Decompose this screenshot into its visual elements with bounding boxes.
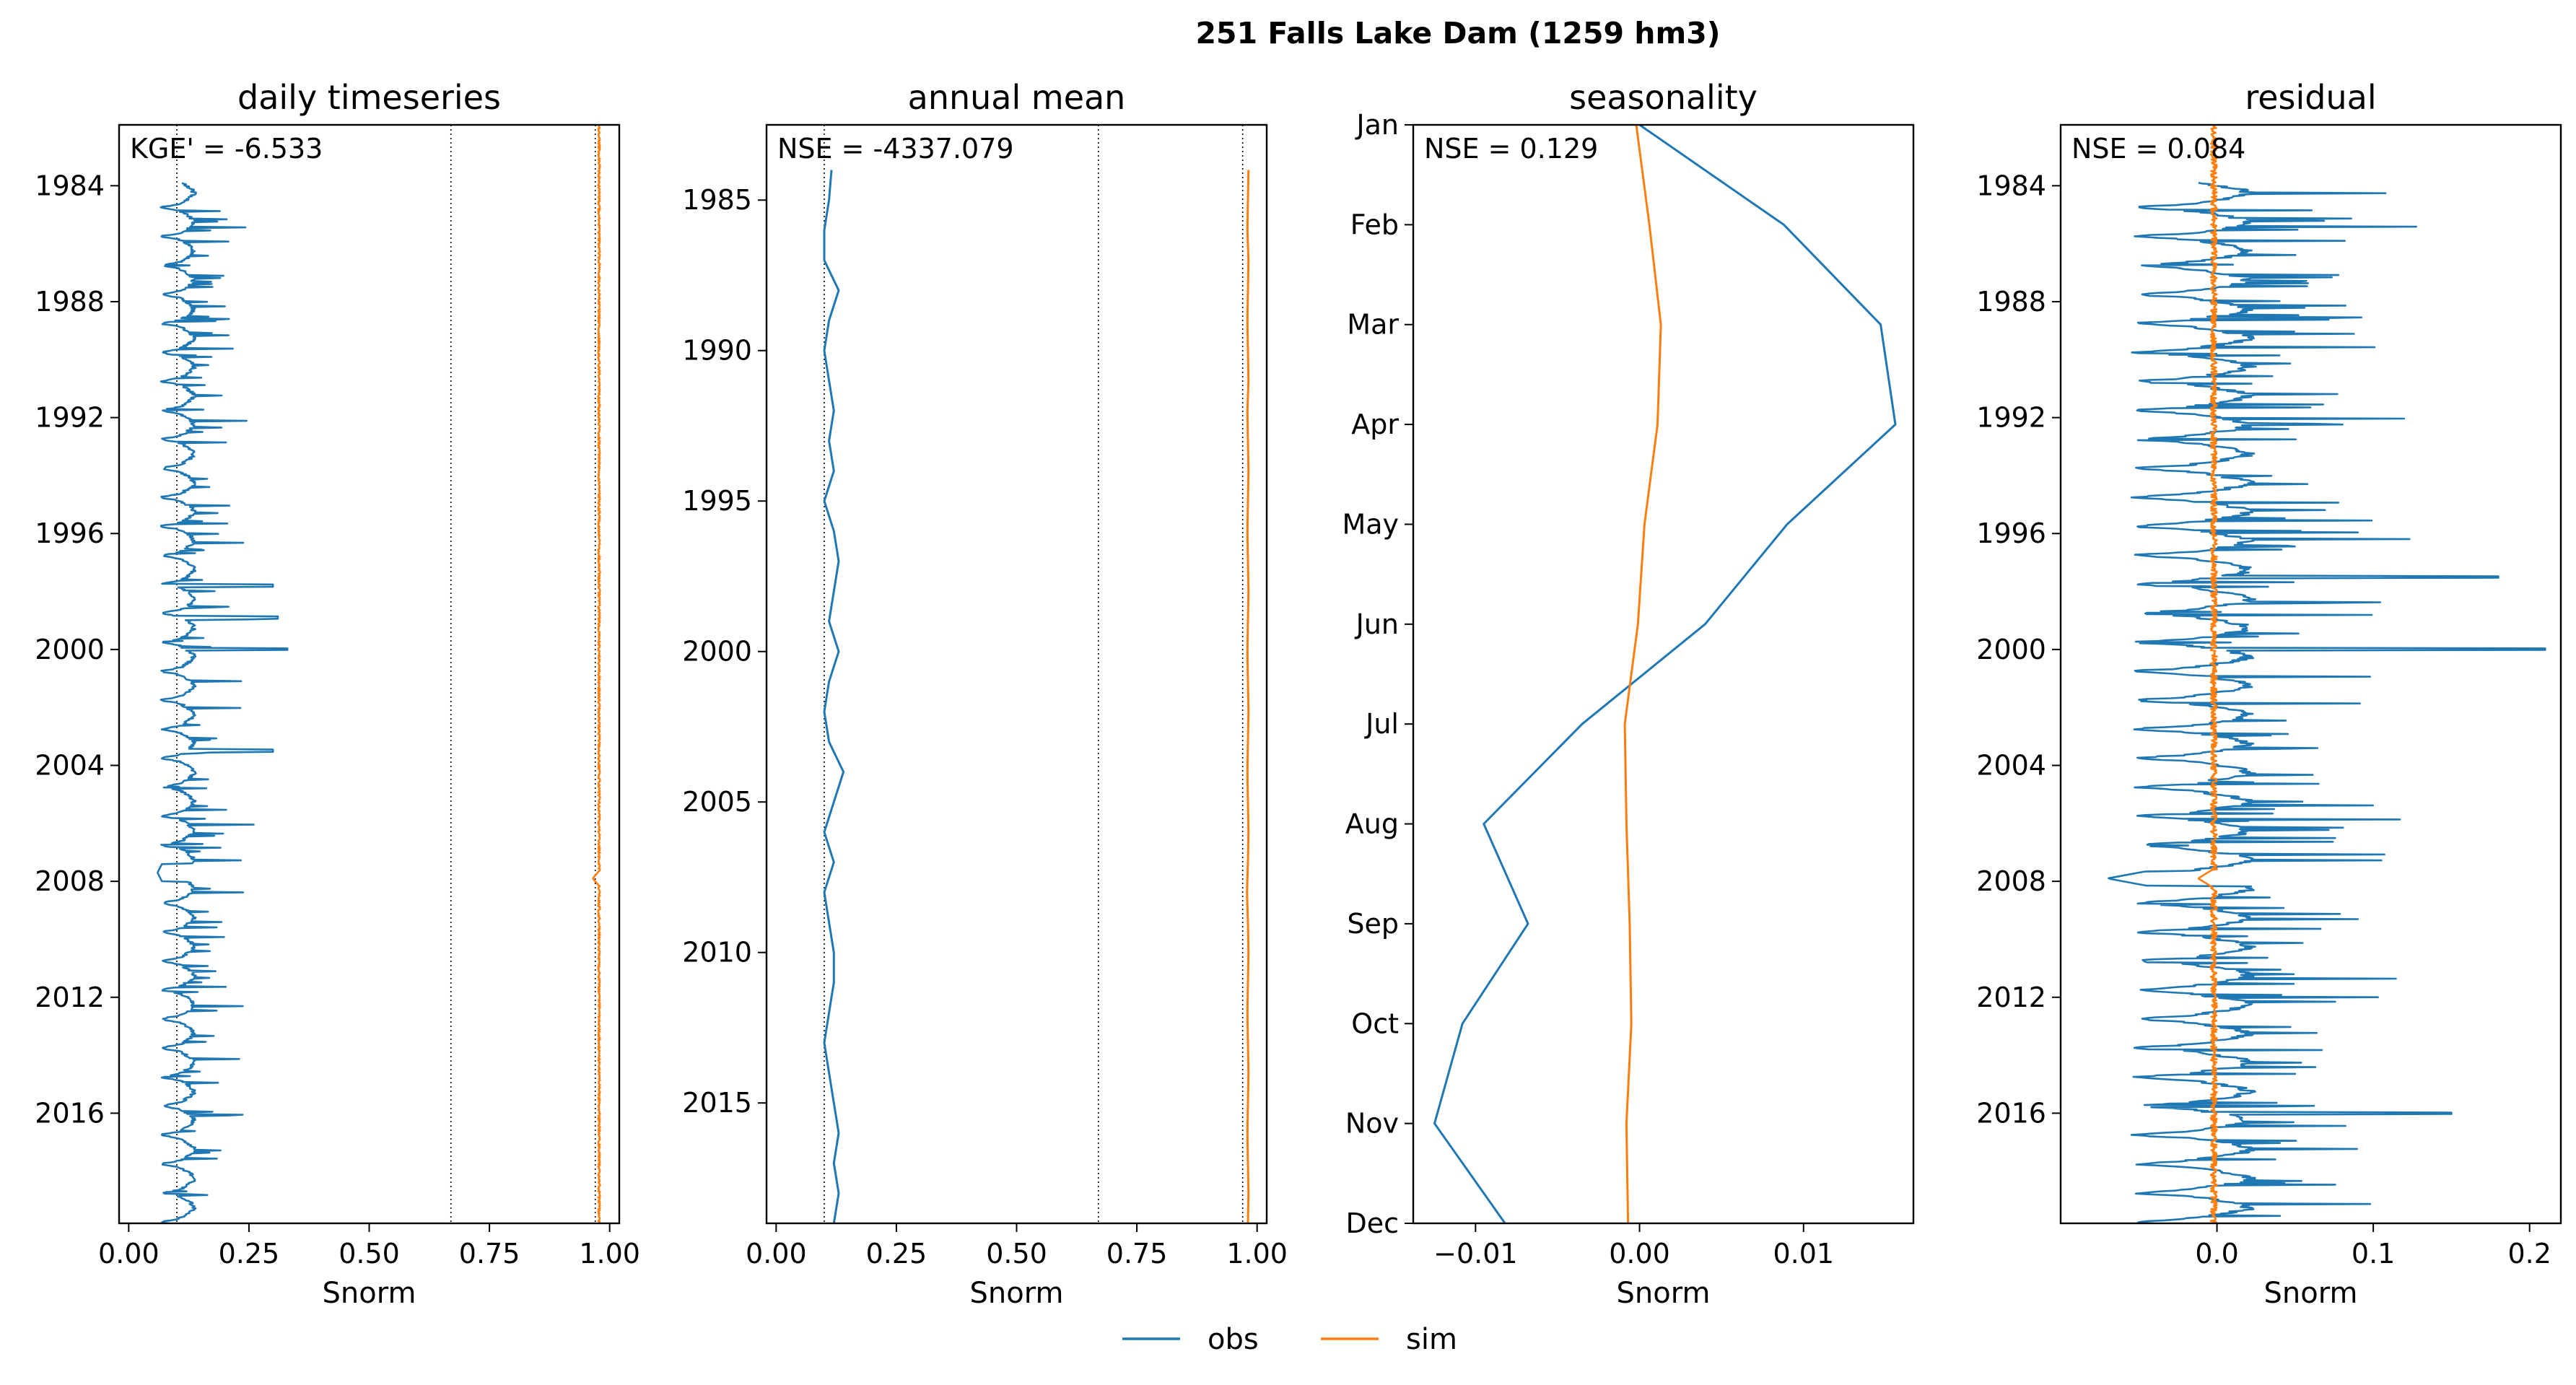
panel-annual: annual mean NSE = -4337.079 0.00 0.25 0.50 0.… — [682, 78, 1288, 1310]
y-tick-label: Sep — [1347, 908, 1399, 940]
y-tick-label: Aug — [1345, 808, 1399, 840]
y-tick-label: Mar — [1347, 309, 1399, 341]
x-tick-label: −0.01 — [1433, 1238, 1517, 1270]
metric-label: KGE' = -6.533 — [130, 133, 323, 165]
y-tick-label: 2004 — [1976, 749, 2046, 781]
panel-title: daily timeseries — [237, 78, 501, 117]
x-tick-label: 0.50 — [986, 1238, 1047, 1270]
x-tick-label: 0.75 — [1106, 1238, 1168, 1270]
metric-label: NSE = 0.129 — [1424, 133, 1598, 165]
series-obs-line — [823, 170, 845, 1223]
x-axis-label: Snorm — [1617, 1277, 1711, 1310]
panels: daily timeseries KGE' = -6.533 0.00 0.25 0.5… — [35, 78, 2562, 1310]
panel-title: residual — [2245, 78, 2376, 117]
y-tick-label: 1992 — [1976, 402, 2046, 434]
y-tick-label: 2004 — [35, 749, 105, 781]
legend-label-sim: sim — [1406, 1323, 1457, 1356]
y-tick-label: 2016 — [35, 1097, 105, 1129]
y-tick-label: May — [1342, 508, 1399, 540]
y-tick-label: 2000 — [35, 634, 105, 665]
y-tick-label: 1984 — [1976, 170, 2046, 201]
axes-frame — [1412, 123, 1915, 1225]
panel-season: seasonality NSE = 0.129 −0.01 0.00 0.01 Jan Fe… — [1342, 78, 1915, 1310]
y-tick-label: 2012 — [35, 982, 105, 1013]
y-tick-label: 1990 — [682, 335, 752, 367]
series-obs-line — [1433, 125, 1897, 1223]
panel-title: seasonality — [1569, 78, 1758, 117]
axes-frame — [2059, 123, 2562, 1225]
y-tick-label: 1985 — [682, 184, 752, 216]
x-tick-label: 0.50 — [339, 1238, 400, 1270]
y-tick-label: 2000 — [1976, 634, 2046, 665]
y-tick-label: Jan — [1355, 109, 1399, 141]
series-sim-line — [592, 125, 601, 1223]
y-tick-label: 2008 — [35, 865, 105, 897]
series-obs-line — [2108, 182, 2546, 1223]
x-tick-label: 0.00 — [1609, 1238, 1670, 1270]
metric-label: NSE = 0.084 — [2071, 133, 2245, 165]
x-tick-label: 1.00 — [1226, 1238, 1288, 1270]
y-tick-label: 2016 — [1976, 1097, 2046, 1129]
x-axis-label: Snorm — [323, 1277, 416, 1310]
y-tick-label: 1988 — [1976, 286, 2046, 318]
series-obs-line — [157, 182, 289, 1223]
y-tick-label: Feb — [1350, 209, 1399, 240]
x-tick-label: 0.25 — [219, 1238, 280, 1270]
y-tick-label: 1996 — [1976, 517, 2046, 549]
y-tick-label: Nov — [1345, 1108, 1399, 1140]
x-tick-label: 0.00 — [746, 1238, 807, 1270]
y-tick-label: 1984 — [35, 170, 105, 201]
y-tick-label: Dec — [1345, 1207, 1399, 1239]
x-tick-label: 0.00 — [98, 1238, 160, 1270]
y-tick-label: 2005 — [682, 786, 752, 818]
x-tick-label: 0.2 — [2507, 1238, 2551, 1270]
x-tick-label: 0.0 — [2195, 1238, 2238, 1270]
x-tick-label: 0.01 — [1773, 1238, 1834, 1270]
series-sim-line — [1246, 170, 1250, 1223]
y-tick-label: Jul — [1364, 708, 1399, 740]
y-tick-label: 1992 — [35, 402, 105, 434]
axes-frame — [765, 123, 1268, 1225]
y-tick-label: 1995 — [682, 485, 752, 517]
y-tick-label: 2012 — [1976, 982, 2046, 1013]
y-tick-label: 2010 — [682, 937, 752, 969]
metric-label: NSE = -4337.079 — [777, 133, 1014, 165]
y-tick-label: 1988 — [35, 286, 105, 318]
x-axis-label: Snorm — [2264, 1277, 2358, 1310]
y-tick-label: Oct — [1351, 1008, 1399, 1039]
y-tick-label: Apr — [1351, 408, 1399, 440]
panel-title: annual mean — [908, 78, 1126, 117]
x-tick-label: 0.25 — [866, 1238, 927, 1270]
legend: obs sim — [1122, 1323, 1457, 1356]
x-tick-label: 0.1 — [2352, 1238, 2395, 1270]
y-tick-label: 2008 — [1976, 865, 2046, 897]
y-tick-label: Jun — [1355, 608, 1399, 640]
y-tick-label: 1996 — [35, 517, 105, 549]
panel-daily: daily timeseries KGE' = -6.533 0.00 0.25 0.5… — [35, 78, 640, 1310]
x-tick-label: 1.00 — [579, 1238, 640, 1270]
x-tick-label: 0.75 — [459, 1238, 520, 1270]
series-sim-line — [2197, 125, 2218, 1223]
figure-suptitle: 251 Falls Lake Dam (1259 hm3) — [1196, 16, 1721, 51]
legend-label-obs: obs — [1208, 1323, 1259, 1356]
series-sim-line — [1623, 125, 1662, 1223]
x-axis-label: Snorm — [970, 1277, 1064, 1310]
y-tick-label: 2015 — [682, 1087, 752, 1119]
y-tick-label: 2000 — [682, 636, 752, 668]
